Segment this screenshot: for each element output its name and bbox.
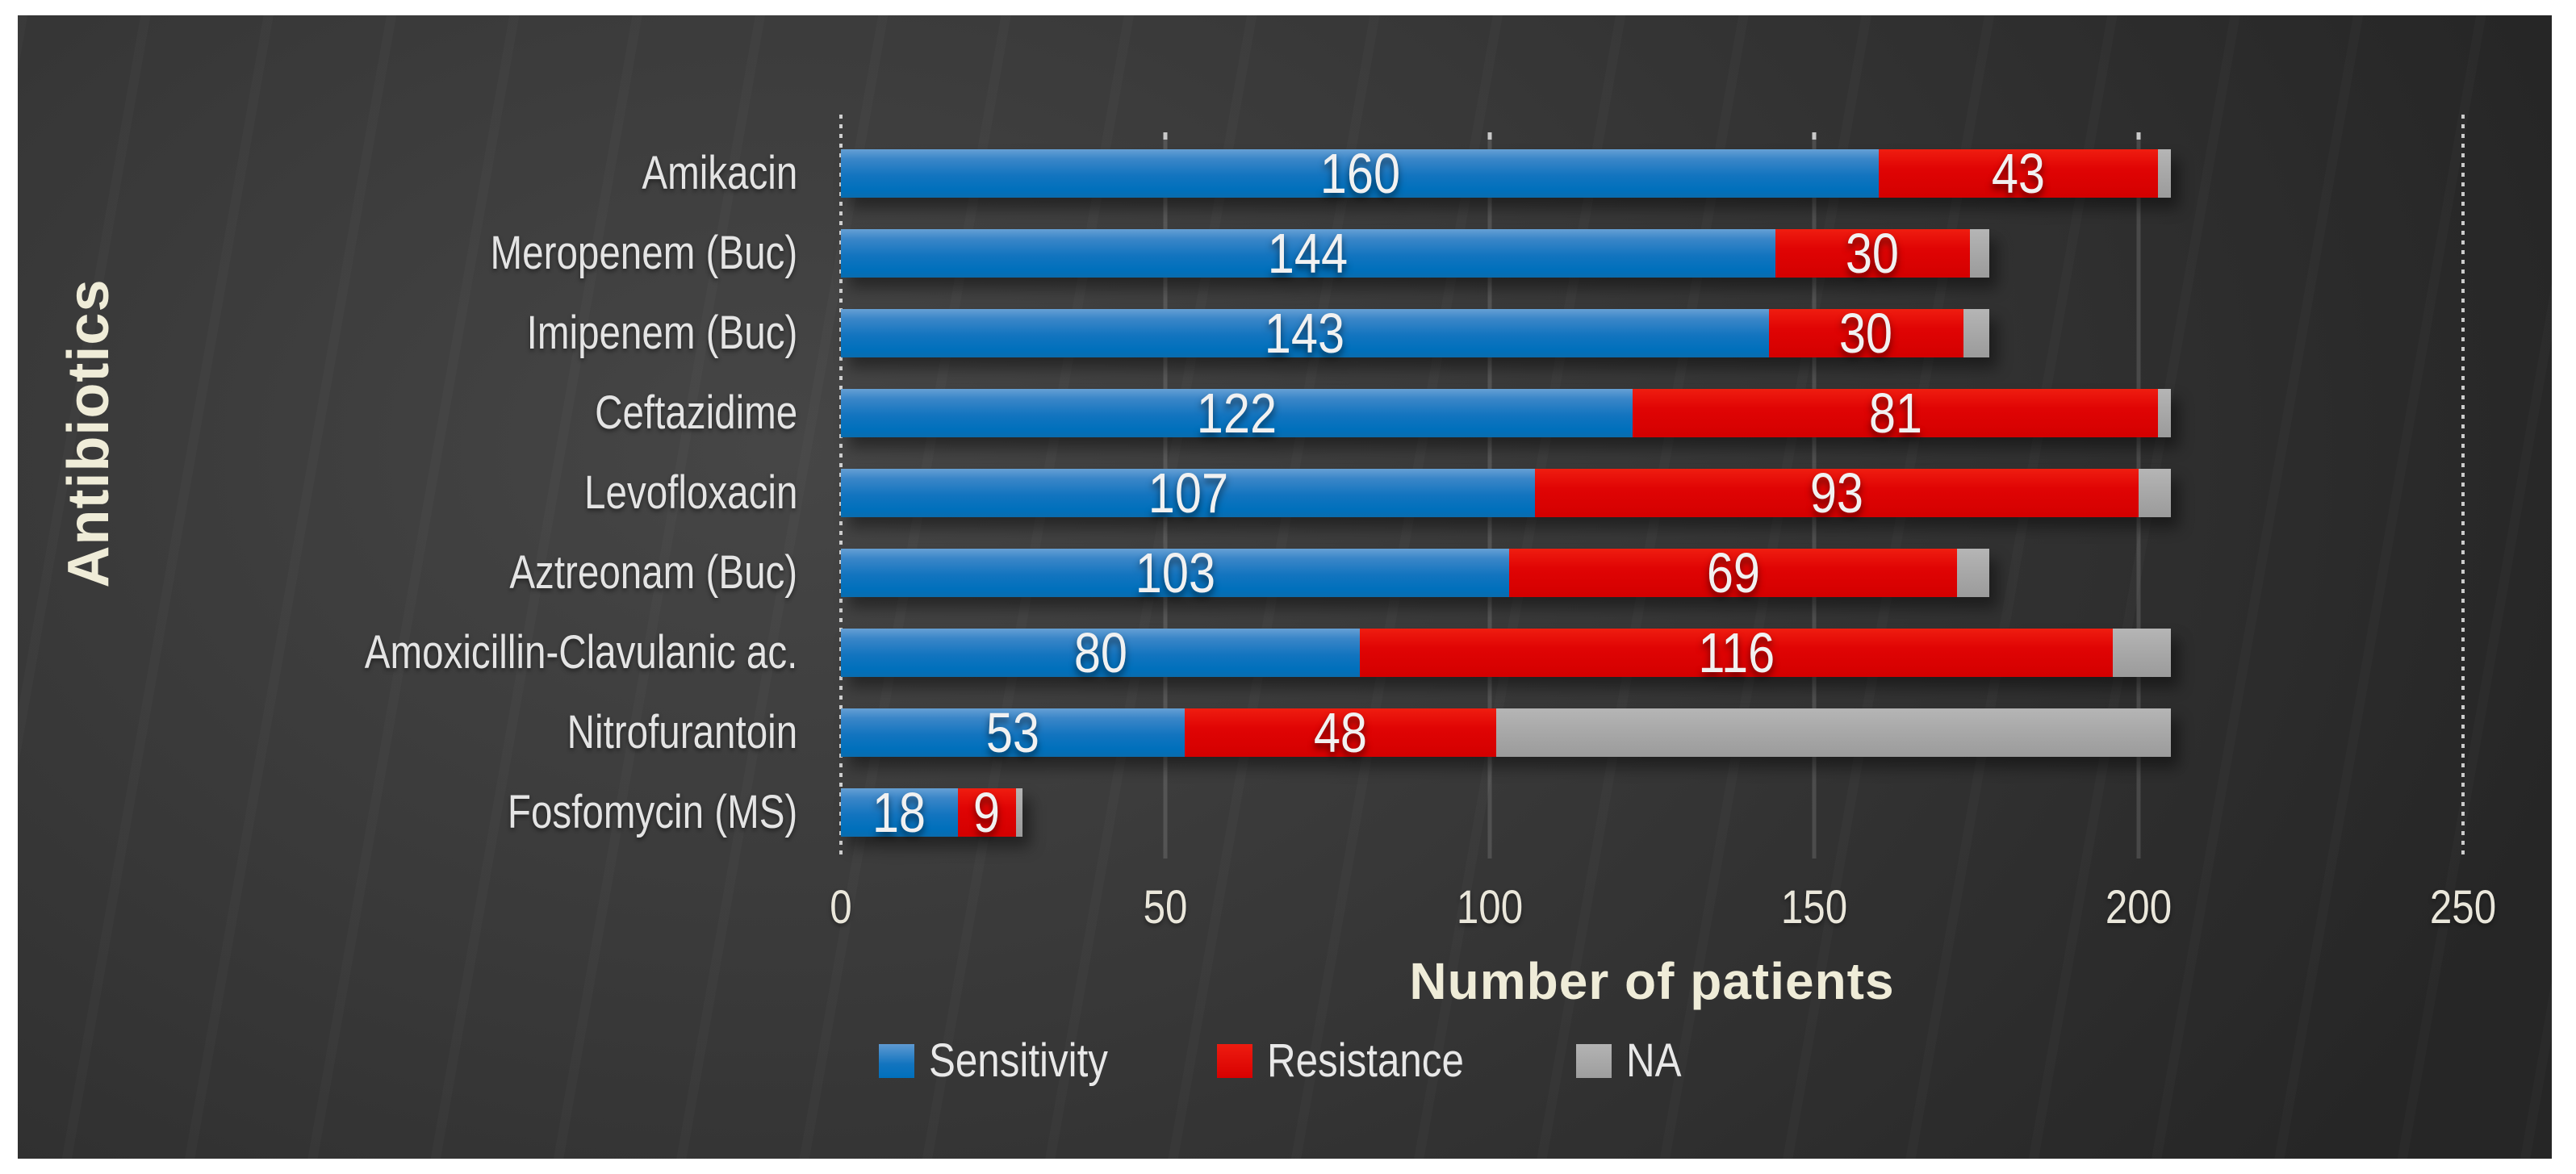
x-tick-label: 0 [830,881,852,934]
sensitivity-segment: 143 [841,302,1769,365]
sensitivity-segment: 144 [841,222,1775,285]
category-label: Meropenem (Buc) [18,213,818,293]
legend-item-sensitivity: Sensitivity [878,1034,1140,1088]
x-tick-label: 250 [2429,881,2497,934]
x-tick-label: 50 [1143,881,1188,934]
resistance-value-label: 116 [1698,620,1775,684]
resistance-segment: 30 [1768,302,1963,365]
na-swatch-icon [1575,1043,1612,1078]
x-tick-label: 100 [1456,881,1524,934]
x-axis-ticks: 0 50 100 150 200 250 [830,880,2496,937]
legend-item-resistance: Resistance [1216,1034,1499,1088]
legend: Sensitivity Resistance NA [18,1034,2552,1088]
sensitivity-value-label: 107 [1148,461,1228,524]
sensitivity-value-label: 18 [872,780,926,844]
x-axis-title: Number of patients [1409,952,1895,1010]
category-label-text: Levofloxacin [583,466,797,519]
bar-row: 18 9 [841,772,2463,852]
category-label-text: Fosfomycin (MS) [507,786,797,838]
category-label: Imipenem (Buc) [18,293,818,373]
bar-rows: 160 43 144 30 143 30 122 81 [841,133,2463,852]
sensitivity-value-label: 160 [1319,141,1400,205]
legend-label: Resistance [1266,1034,1464,1087]
na-segment [2158,388,2172,437]
category-label: Amoxicillin-Clavulanic ac. [18,612,818,692]
resistance-value-label: 43 [1992,141,2046,205]
resistance-value-label: 9 [973,780,1001,844]
na-segment [1969,228,1990,278]
bar-row: 53 48 [841,692,2463,772]
category-label: Fosfomycin (MS) [18,772,818,852]
sensitivity-value-label: 80 [1073,620,1127,684]
sensitivity-segment: 122 [841,382,1633,445]
bar-row: 144 30 [841,213,2463,293]
category-label-text: Ceftazidime [594,386,797,439]
category-label-text: Amikacin [642,147,797,199]
bar-row: 107 93 [841,453,2463,533]
plot-right-border [2461,115,2465,859]
bar-row: 103 69 [841,533,2463,612]
sensitivity-segment: 160 [841,142,1880,205]
legend-label: NA [1625,1034,1682,1087]
category-label-text: Amoxicillin-Clavulanic ac. [364,626,797,679]
resistance-segment: 93 [1535,462,2139,524]
x-tick-label: 200 [2105,881,2172,934]
bar-row: 160 43 [841,133,2463,213]
legend-item-na: NA [1575,1034,1692,1088]
sensitivity-value-label: 103 [1135,541,1215,604]
category-label: Aztreonam (Buc) [18,533,818,612]
resistance-value-label: 69 [1706,541,1760,604]
sensitivity-value-label: 144 [1268,221,1349,285]
na-segment [1016,788,1023,837]
x-tick-label: 150 [1780,881,1848,934]
resistance-value-label: 81 [1868,381,1922,445]
bar-row: 143 30 [841,293,2463,373]
sensitivity-segment: 107 [841,462,1536,524]
category-label-text: Meropenem (Buc) [490,227,797,279]
resistance-segment: 48 [1185,701,1497,764]
na-segment [1496,708,2172,757]
na-segment [2138,468,2172,517]
sensitivity-segment: 80 [841,621,1361,684]
category-axis: Amikacin Meropenem (Buc) Imipenem (Buc) … [18,133,818,852]
chart-background: Antibiotics Amikacin Meropenem (Buc) Imi… [18,15,2552,1159]
na-segment [2158,148,2172,198]
bar-row: 80 116 [841,612,2463,692]
category-label: Amikacin [18,133,818,213]
resistance-segment: 116 [1360,621,2113,684]
plot-area: 160 43 144 30 143 30 122 81 [841,133,2463,852]
na-segment [1963,308,1990,357]
legend-label: Sensitivity [928,1034,1108,1087]
bar-row: 122 81 [841,373,2463,453]
resistance-segment: 9 [957,781,1017,844]
category-label: Nitrofurantoin [18,692,818,772]
na-segment [2112,628,2172,677]
sensitivity-value-label: 122 [1196,381,1278,445]
na-segment [1956,548,1990,597]
resistance-segment: 69 [1509,541,1957,604]
resistance-segment: 81 [1632,382,2159,445]
category-label-text: Imipenem (Buc) [526,307,797,359]
sensitivity-segment: 18 [841,781,958,844]
sensitivity-segment: 53 [841,701,1186,764]
resistance-segment: 43 [1879,142,2159,205]
resistance-value-label: 48 [1313,700,1368,764]
category-label-text: Aztreonam (Buc) [509,546,797,599]
sensitivity-value-label: 143 [1265,301,1345,365]
sensitivity-value-label: 53 [985,700,1040,764]
category-label-text: Nitrofurantoin [567,706,797,758]
category-label: Ceftazidime [18,373,818,453]
sensitivity-segment: 103 [841,541,1510,604]
category-label: Levofloxacin [18,453,818,533]
resistance-value-label: 30 [1839,301,1893,365]
sensitivity-swatch-icon [878,1043,914,1078]
resistance-segment: 30 [1775,222,1970,285]
resistance-value-label: 93 [1810,461,1864,524]
resistance-swatch-icon [1216,1043,1252,1078]
resistance-value-label: 30 [1846,221,1900,285]
